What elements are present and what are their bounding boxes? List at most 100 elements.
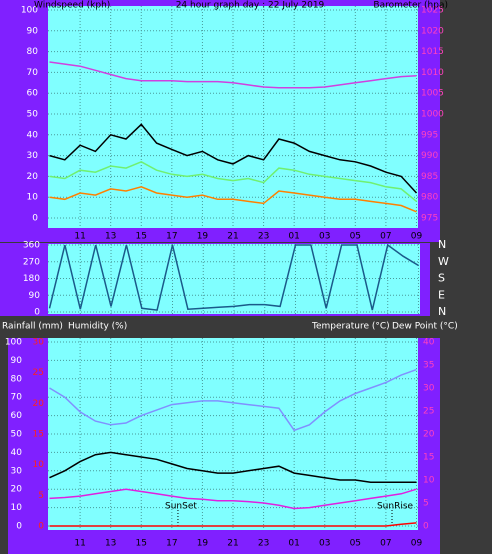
series-line bbox=[49, 488, 417, 510]
y-axis-title: Humidity (%) bbox=[68, 322, 127, 332]
annotation: SunRise bbox=[377, 502, 414, 512]
y2-axis-title: Dew Point (°C) bbox=[392, 322, 458, 332]
x-tick-label: 11 bbox=[74, 539, 85, 549]
x-tick-label: 13 bbox=[105, 232, 116, 242]
y2-tick-label: 10 bbox=[423, 476, 435, 486]
y-tick-label: 50 bbox=[11, 430, 23, 440]
y2-tick-label: 5 bbox=[423, 499, 429, 509]
y-tick-label: 0 bbox=[32, 214, 38, 224]
rain-tick-label: 10 bbox=[33, 460, 45, 470]
y2-axis-title: Barometer (hpa) bbox=[373, 1, 448, 11]
y-tick-label: 20 bbox=[27, 172, 39, 182]
series-line bbox=[49, 451, 417, 484]
y-axis-title: Windspeed (kph) bbox=[34, 1, 110, 11]
series-line bbox=[49, 368, 417, 432]
x-tick-label: 03 bbox=[319, 539, 330, 549]
y-tick-label: 360 bbox=[23, 241, 40, 251]
y2-tick-label: 0 bbox=[423, 522, 429, 532]
y-tick-label: 30 bbox=[27, 151, 39, 161]
rain-tick-label: 20 bbox=[33, 399, 45, 409]
y-tick-label: 270 bbox=[23, 257, 40, 267]
y2-tick-label: 15 bbox=[423, 453, 434, 463]
y-tick-label: 10 bbox=[27, 193, 39, 203]
x-tick-label: 09 bbox=[411, 232, 423, 242]
rain-tick-label: 30 bbox=[33, 338, 45, 348]
y-tick-label: 30 bbox=[11, 466, 23, 476]
rain-axis-title: Rainfall (mm) bbox=[2, 322, 63, 332]
y2-tick-label: 1005 bbox=[421, 89, 444, 99]
x-tick-label: 21 bbox=[227, 539, 238, 549]
y2-tick-label: 1025 bbox=[421, 6, 444, 16]
y2-tick-label: 975 bbox=[421, 214, 438, 224]
series-line bbox=[49, 186, 417, 213]
y2-tick-label: W bbox=[438, 255, 449, 268]
x-tick-label: 01 bbox=[288, 232, 299, 242]
x-tick-label: 09 bbox=[411, 539, 423, 549]
y-tick-label: 90 bbox=[27, 26, 39, 36]
y-tick-label: 0 bbox=[34, 308, 40, 318]
rain-tick-label: 25 bbox=[33, 368, 44, 378]
x-tick-label: 21 bbox=[227, 232, 238, 242]
rain-tick-label: 5 bbox=[38, 491, 44, 501]
series-line bbox=[49, 61, 417, 89]
rain-tick-label: 0 bbox=[38, 522, 44, 532]
y-tick-label: 90 bbox=[11, 356, 23, 366]
x-tick-label: 19 bbox=[197, 232, 209, 242]
y2-tick-label: 985 bbox=[421, 172, 438, 182]
y2-tick-label: 25 bbox=[423, 407, 434, 417]
y-tick-label: 80 bbox=[27, 47, 39, 57]
y2-tick-label: N bbox=[438, 238, 446, 251]
x-tick-label: 05 bbox=[350, 232, 361, 242]
y-tick-label: 90 bbox=[29, 291, 41, 301]
y2-tick-label: S bbox=[438, 272, 445, 285]
y-tick-label: 40 bbox=[11, 448, 23, 458]
x-tick-label: 07 bbox=[380, 232, 391, 242]
x-tick-label: 03 bbox=[319, 232, 330, 242]
x-tick-label: 17 bbox=[166, 232, 177, 242]
y2-tick-label: 1020 bbox=[421, 26, 444, 36]
x-tick-label: 05 bbox=[350, 539, 361, 549]
y2-tick-label: E bbox=[438, 288, 445, 301]
rain-tick-label: 15 bbox=[33, 430, 44, 440]
x-tick-label: 15 bbox=[136, 232, 147, 242]
y2-axis-title: Temperature (°C) bbox=[311, 322, 390, 332]
x-tick-label: 17 bbox=[166, 539, 177, 549]
y-tick-label: 50 bbox=[27, 110, 39, 120]
y-tick-label: 20 bbox=[11, 485, 23, 495]
y2-tick-label: 40 bbox=[423, 338, 435, 348]
y2-tick-label: 995 bbox=[421, 130, 438, 140]
y2-tick-label: 30 bbox=[423, 384, 435, 394]
annotation: SunSet bbox=[165, 502, 197, 512]
x-tick-label: 13 bbox=[105, 539, 116, 549]
y2-tick-label: 1010 bbox=[421, 68, 444, 78]
x-tick-label: 23 bbox=[258, 232, 269, 242]
y2-tick-label: 35 bbox=[423, 361, 434, 371]
y-tick-label: 70 bbox=[27, 68, 39, 78]
chart-title: 24 hour graph day : 22 July 2019 bbox=[176, 1, 325, 11]
x-tick-label: 07 bbox=[380, 539, 391, 549]
y-tick-label: 60 bbox=[27, 89, 39, 99]
x-tick-label: 01 bbox=[288, 539, 299, 549]
y2-tick-label: 20 bbox=[423, 430, 435, 440]
series-line bbox=[49, 160, 417, 202]
y-tick-label: 0 bbox=[16, 522, 22, 532]
y2-tick-label: N bbox=[438, 305, 446, 318]
y-tick-label: 10 bbox=[11, 503, 23, 513]
y2-tick-label: 990 bbox=[421, 151, 438, 161]
y-tick-label: 100 bbox=[21, 6, 38, 16]
x-tick-label: 15 bbox=[136, 539, 147, 549]
series-line bbox=[49, 522, 417, 527]
y2-tick-label: 1000 bbox=[421, 110, 444, 120]
series-line bbox=[48, 243, 419, 311]
y-tick-label: 40 bbox=[27, 130, 39, 140]
x-tick-label: 19 bbox=[197, 539, 209, 549]
y-tick-label: 180 bbox=[23, 274, 40, 284]
y2-tick-label: 980 bbox=[421, 193, 438, 203]
x-tick-label: 11 bbox=[74, 232, 85, 242]
y-tick-label: 80 bbox=[11, 374, 23, 384]
y-tick-label: 70 bbox=[11, 393, 23, 403]
series-line bbox=[49, 123, 418, 194]
x-tick-label: 23 bbox=[258, 539, 269, 549]
y-tick-label: 100 bbox=[5, 338, 22, 348]
